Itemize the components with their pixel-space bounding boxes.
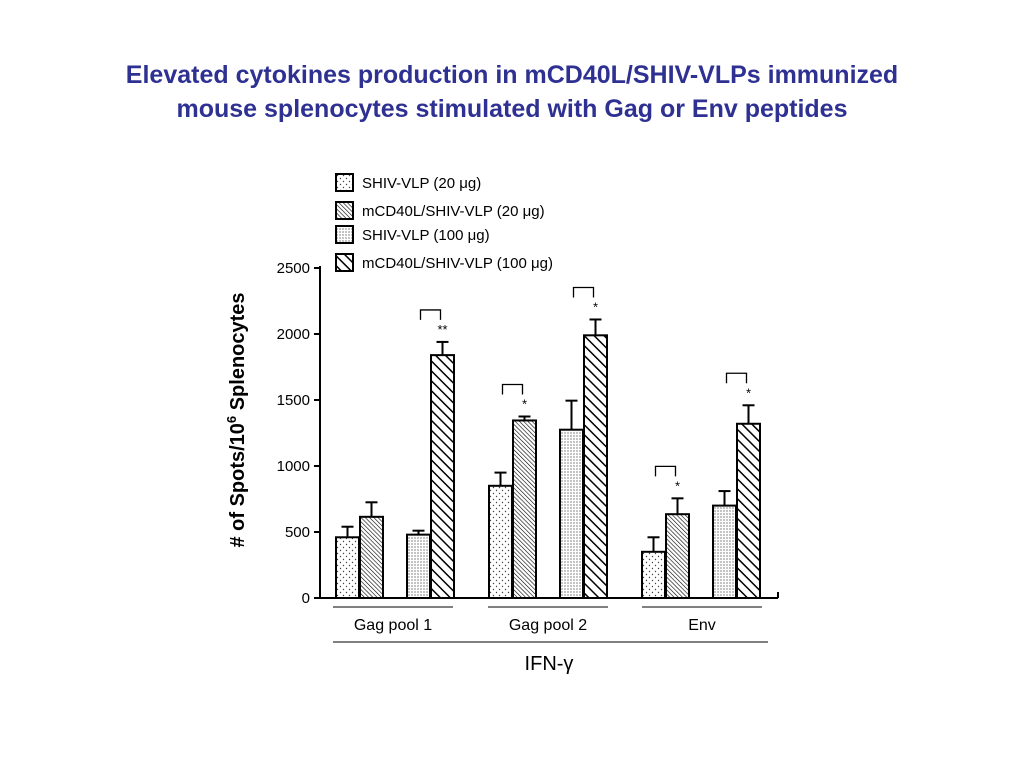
bars: ****** xyxy=(335,286,761,600)
y-tick-label: 1500 xyxy=(277,392,310,409)
bar xyxy=(512,419,537,599)
legend-swatch xyxy=(335,225,354,244)
y-tick-label: 500 xyxy=(285,524,310,541)
bar xyxy=(406,533,431,600)
significance-label: ** xyxy=(437,322,447,337)
significance-bracket xyxy=(572,286,595,298)
significance-bracket xyxy=(654,465,677,477)
significance-label: * xyxy=(593,299,598,314)
y-axis-label: # of Spots/106 Splenocytes xyxy=(224,292,249,547)
legend-label: mCD40L/SHIV-VLP (100 μg) xyxy=(362,255,553,272)
axis-labels: # of Spots/106 Splenocytes Gag pool 1 Gag … xyxy=(224,292,768,675)
y-tick-label: 2500 xyxy=(277,260,310,277)
y-tick-label: 0 xyxy=(302,590,310,607)
slide-title-line-2: mouse splenocytes stimulated with Gag or… xyxy=(176,95,848,123)
y-axis-label-tail: Splenocytes xyxy=(227,292,249,415)
category-label: Gag pool 1 xyxy=(354,617,432,634)
legend-label: SHIV-VLP (20 μg) xyxy=(362,175,481,192)
significance-label: * xyxy=(746,385,751,400)
bar xyxy=(430,354,455,599)
category-label: Gag pool 2 xyxy=(509,617,587,634)
bar xyxy=(641,550,666,599)
legend-label: SHIV-VLP (100 μg) xyxy=(362,227,490,244)
significance-label: * xyxy=(522,397,527,412)
legend-label: mCD40L/SHIV-VLP (20 μg) xyxy=(362,203,545,220)
significance-bracket xyxy=(501,383,524,395)
legend-swatch xyxy=(335,201,354,220)
bar xyxy=(583,334,608,599)
y-tick-label: 1000 xyxy=(277,458,310,475)
bar xyxy=(359,515,384,600)
y-axis-label-superscript: 6 xyxy=(224,416,239,423)
significance-label: * xyxy=(675,478,680,493)
y-tick-label: 2000 xyxy=(277,326,310,343)
axes: 0 500 1000 1500 2000 2500 xyxy=(277,260,779,607)
significance-bracket xyxy=(419,309,442,320)
legend-swatch xyxy=(335,173,354,192)
legend: SHIV-VLP (20 μg) mCD40L/SHIV-VLP (20 μg) S… xyxy=(335,173,553,272)
bar xyxy=(712,504,737,600)
category-label: Env xyxy=(688,617,716,634)
bar xyxy=(736,422,761,600)
x-axis-label: IFN-γ xyxy=(525,653,574,675)
significance-bracket xyxy=(725,372,748,384)
legend-swatch xyxy=(335,253,354,272)
bar xyxy=(488,484,513,599)
y-axis-label-main: # of Spots/10 xyxy=(227,423,249,547)
slide-title-line-1: Elevated cytokines production in mCD40L/… xyxy=(125,61,899,89)
bar xyxy=(559,428,584,600)
bar xyxy=(335,536,360,600)
bar xyxy=(665,513,690,599)
slide-title: Elevated cytokines production in mCD40L/… xyxy=(40,58,984,126)
